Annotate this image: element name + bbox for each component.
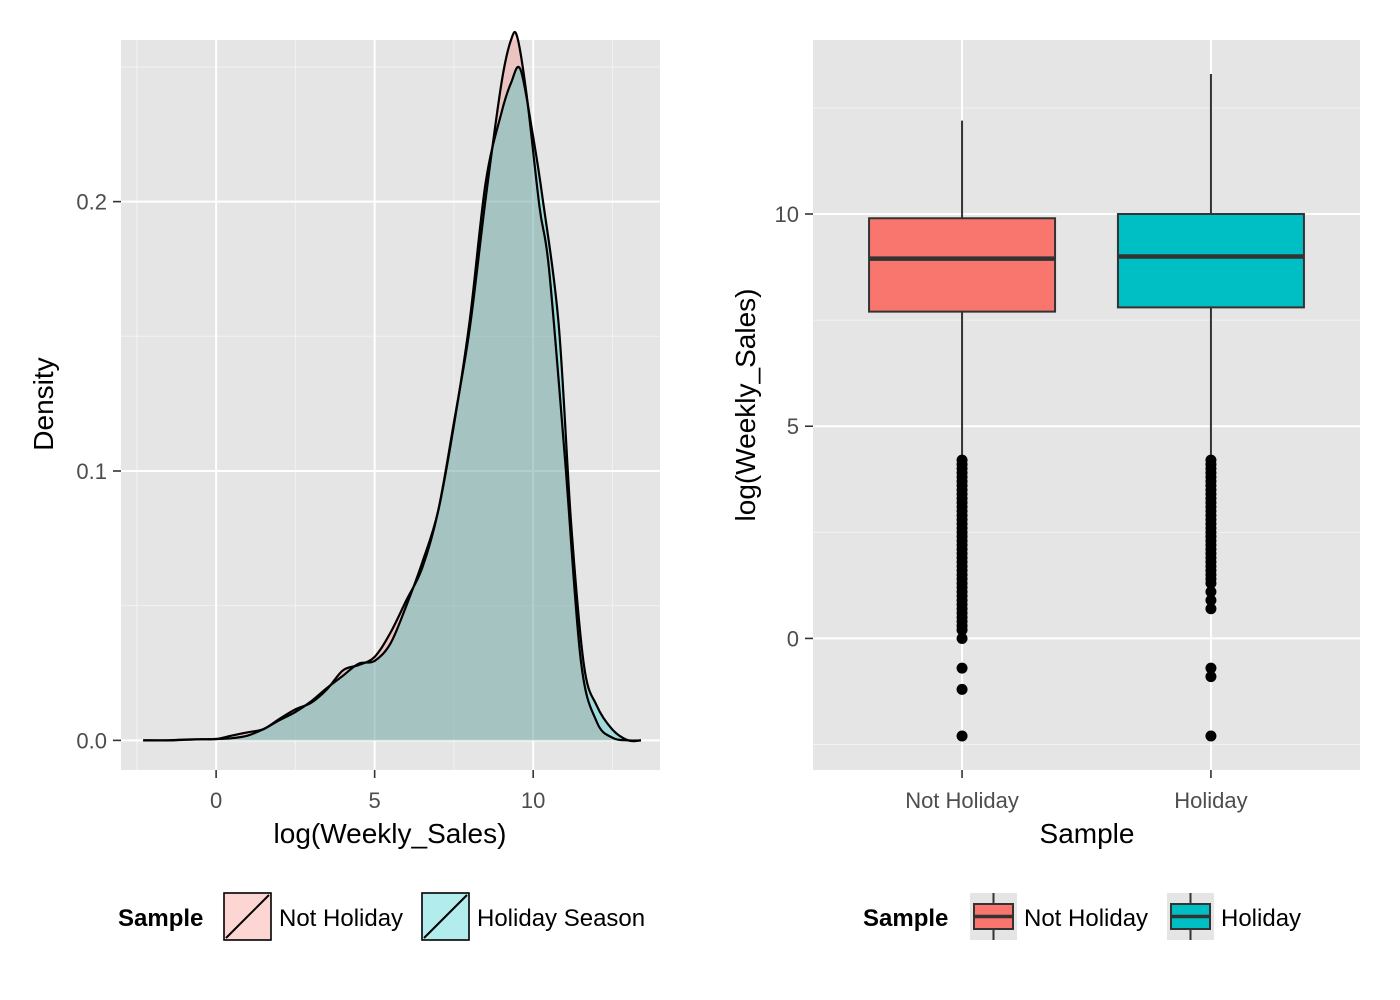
density-y-tick-label: 0.1 [76,459,107,484]
density-y-ticks: 0.0 0.1 0.2 [76,190,121,753]
density-x-ticks: 0 5 10 [210,770,545,813]
density-plot-panel [121,40,660,770]
boxplot-legend-title: Sample [863,905,948,932]
boxplot-outlier-point [1205,586,1217,598]
boxplot-x-axis-title: Sample [1040,818,1135,849]
boxplot-iqr-box [1116,213,1305,309]
density-x-tick-label: 5 [369,788,381,813]
boxplot-x-tick-label: Not Holiday [905,788,1019,813]
boxplot-y-tick-label: 0 [787,626,799,651]
density-areas [143,30,642,743]
density-chart: 0.0 0.1 0.2 0 5 10 log(Weekly_Sales) Density… [28,30,660,941]
boxplot-outlier-point [956,624,968,636]
boxplot-plot-panel [813,40,1360,770]
boxplot-outlier-point [956,632,968,644]
density-legend-key-holiday-season [421,892,470,941]
density-line-holiday-season [143,65,642,743]
density-y-tick-label: 0.2 [76,190,107,215]
boxplot-outlier-point [1205,594,1217,606]
density-legend-key-not-holiday [223,892,272,941]
boxplot-outlier-point [1205,662,1217,674]
density-legend-title: Sample [118,905,203,932]
boxplot-x-tick-label: Holiday [1174,788,1247,813]
density-x-tick-label: 10 [521,788,545,813]
boxplot-y-ticks: 0 5 10 [775,202,813,651]
boxplot-boxes [868,73,1305,742]
density-legend-label-not-holiday: Not Holiday [279,905,403,932]
density-grid [121,40,660,770]
boxplot-box-not-holiday [868,120,1057,742]
boxplot-legend-label-not-holiday: Not Holiday [1024,905,1148,932]
density-area-not-holiday [143,31,641,741]
boxplot-box-holiday [1116,73,1305,742]
density-y-axis-title: Density [28,357,59,450]
boxplot-outlier-point [1205,671,1217,683]
boxplot-outlier-point [1205,730,1217,742]
boxplot-legend: Sample Not Holiday Holiday [863,893,1301,940]
density-legend-slash-holiday-season [423,894,468,939]
boxplot-legend-label-holiday: Holiday [1221,905,1301,932]
boxplot-x-ticks: Not Holiday Holiday [905,770,1248,813]
boxplot-y-tick-label: 5 [787,414,799,439]
boxplot-y-tick-label: 10 [775,202,799,227]
density-x-axis-title: log(Weekly_Sales) [274,818,507,849]
density-x-tick-label: 0 [210,788,222,813]
density-y-tick-label: 0.0 [76,728,107,753]
density-legend-label-holiday-season: Holiday Season [477,905,645,932]
density-area-holiday-season [143,66,641,742]
boxplot-outlier-point [1205,603,1217,615]
boxplot-legend-key-holiday [1167,893,1214,940]
boxplot-chart: 0 5 10 Not Holiday Holiday Sample log(Weekl… [730,40,1360,940]
boxplot-y-axis-title: log(Weekly_Sales) [730,289,761,522]
density-legend: Sample Not Holiday Holiday Season [118,892,645,941]
boxplot-outlier-point [1205,577,1217,589]
boxplot-legend-key-not-holiday [970,893,1017,940]
boxplot-outlier-point [956,730,968,742]
boxplot-outlier-point [956,683,968,695]
density-legend-slash-not-holiday [225,894,270,939]
boxplot-outlier-point [956,662,968,674]
boxplot-iqr-box [868,217,1057,313]
